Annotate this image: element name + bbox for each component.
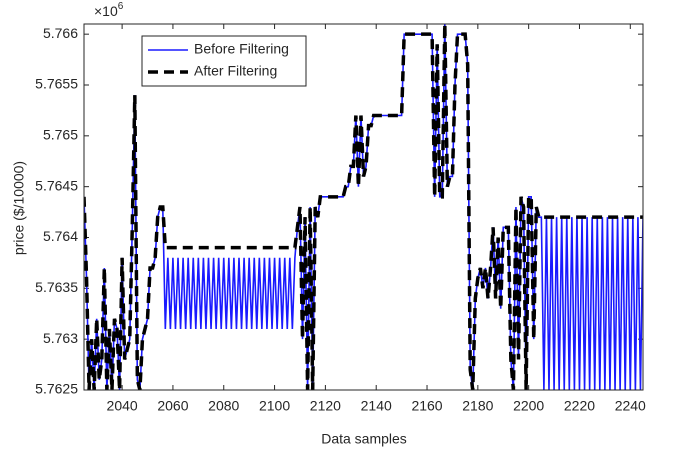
y-tick-label: 5.7645 — [35, 177, 78, 193]
y-tick-label: 5.763 — [43, 330, 78, 346]
legend-label: After Filtering — [194, 63, 277, 79]
plot-frame — [83, 23, 644, 391]
x-tick-label: 2040 — [107, 398, 138, 414]
legend-label: Before Filtering — [194, 41, 289, 57]
x-axis-label: Data samples — [321, 431, 407, 447]
legend: Before Filtering After Filtering — [141, 35, 307, 87]
x-tick-label: 2200 — [513, 398, 544, 414]
series-line — [84, 24, 643, 390]
y-axis-label: price ($/10000) — [11, 161, 27, 255]
x-tick-label: 2180 — [462, 398, 493, 414]
x-tick-label: 2140 — [361, 398, 392, 414]
legend-box — [141, 35, 307, 87]
y-tick-label: 5.7655 — [35, 76, 78, 92]
x-tick-label: 2100 — [259, 398, 290, 414]
y-tick-label: 5.765 — [43, 127, 78, 143]
y-tick-label: 5.766 — [43, 25, 78, 41]
x-tick-label: 2080 — [208, 398, 239, 414]
x-tick-label: 2120 — [310, 398, 341, 414]
x-tick-label: 2060 — [157, 398, 188, 414]
y-tick-label: 5.764 — [43, 228, 78, 244]
x-tick-label: 2240 — [615, 398, 646, 414]
x-tick-label: 2160 — [411, 398, 442, 414]
y-tick-label: 5.7635 — [35, 279, 78, 295]
x-tick-label: 2220 — [564, 398, 595, 414]
y-tick-label: 5.7625 — [35, 381, 78, 397]
y-multiplier: ×106 — [94, 1, 124, 19]
